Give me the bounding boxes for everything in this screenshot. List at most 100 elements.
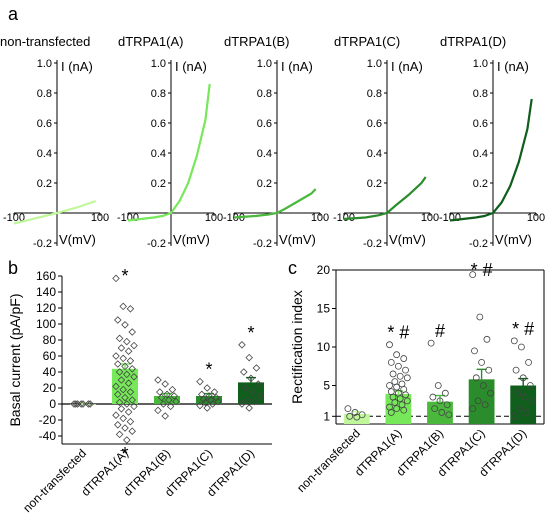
data-point bbox=[344, 405, 352, 413]
data-point bbox=[156, 388, 164, 396]
bar bbox=[343, 413, 370, 424]
iv-y-tick-label: 0.8 bbox=[473, 88, 488, 100]
data-point bbox=[240, 368, 248, 376]
bar bbox=[468, 379, 495, 424]
data-point bbox=[84, 400, 93, 408]
iv-y-tick-label: 0.6 bbox=[367, 118, 382, 130]
bar bbox=[510, 385, 537, 424]
data-point bbox=[429, 393, 437, 401]
data-point bbox=[207, 396, 215, 404]
data-point bbox=[119, 385, 127, 394]
data-point bbox=[510, 412, 518, 420]
data-point bbox=[393, 383, 401, 391]
data-point bbox=[443, 401, 451, 409]
data-point bbox=[128, 328, 136, 336]
iv-y-tick-label: 1.0 bbox=[367, 58, 382, 70]
data-point bbox=[77, 400, 85, 408]
data-point bbox=[474, 397, 482, 405]
basal-current-chart: -40 -20 0 20 40 60 80 100 120 140 160 Basal current… bbox=[7, 266, 272, 515]
iv-y-label: I (nA) bbox=[175, 59, 207, 74]
data-point bbox=[469, 405, 477, 413]
bar bbox=[69, 404, 97, 405]
significance-marker: * bbox=[247, 323, 254, 343]
bar bbox=[195, 396, 223, 404]
data-point bbox=[119, 414, 127, 423]
data-point bbox=[210, 388, 219, 396]
y-tick-label: 160 bbox=[36, 269, 56, 283]
iv-subplot: non-transfected 1.0 0.8 0.6 0.4 0.2 -0.2 -100 10… bbox=[0, 34, 109, 250]
iv-y-label: I (nA) bbox=[497, 59, 529, 74]
y-tick-label: 40 bbox=[43, 365, 57, 379]
data-point bbox=[389, 370, 397, 378]
iv-y-tick-label: -0.2 bbox=[147, 238, 166, 250]
iv-x-tick-label: 100 bbox=[91, 212, 109, 224]
iv-y-tick-label: 0.4 bbox=[367, 148, 382, 160]
y-tick-label: 0 bbox=[49, 397, 56, 411]
data-point bbox=[243, 396, 252, 404]
y-tick-label: 10 bbox=[317, 340, 331, 354]
data-point bbox=[166, 402, 175, 411]
data-point bbox=[72, 400, 80, 408]
data-point bbox=[86, 400, 94, 408]
data-point bbox=[70, 400, 78, 408]
data-point bbox=[170, 392, 178, 400]
data-point bbox=[391, 399, 399, 406]
data-point bbox=[469, 271, 477, 279]
data-point bbox=[525, 358, 532, 366]
data-point bbox=[346, 412, 354, 420]
data-point bbox=[124, 379, 133, 387]
iv-y-tick-label: 0.4 bbox=[151, 148, 166, 160]
data-point bbox=[157, 393, 166, 402]
iv-series-title: non-transfected bbox=[0, 34, 90, 49]
data-point bbox=[483, 335, 491, 343]
data-point bbox=[115, 334, 124, 343]
iv-x-label: V(mV) bbox=[389, 232, 426, 247]
data-point bbox=[163, 390, 171, 399]
panel-label-b: b bbox=[8, 258, 18, 278]
y-tick-label: 1 bbox=[323, 409, 330, 423]
bar bbox=[385, 393, 412, 424]
y-tick-label: -40 bbox=[39, 429, 57, 443]
y-tick-label: 140 bbox=[36, 285, 56, 299]
data-point bbox=[121, 362, 129, 371]
iv-x-tick-label: 100 bbox=[527, 212, 545, 224]
data-point bbox=[514, 389, 522, 397]
data-point bbox=[427, 339, 435, 347]
data-point bbox=[117, 344, 126, 352]
data-point bbox=[119, 354, 127, 363]
data-point bbox=[124, 408, 133, 416]
data-point bbox=[241, 384, 250, 392]
data-point bbox=[353, 413, 361, 421]
data-point bbox=[123, 400, 131, 408]
y-tick-label: 100 bbox=[36, 317, 56, 331]
data-point bbox=[519, 374, 527, 382]
iv-y-tick-label: 1.0 bbox=[257, 58, 272, 70]
significance-marker: * # bbox=[471, 260, 493, 280]
data-point bbox=[212, 393, 220, 402]
y-tick-label: 15 bbox=[317, 302, 331, 316]
data-point bbox=[403, 374, 411, 382]
data-point bbox=[387, 409, 395, 416]
data-point bbox=[123, 370, 131, 379]
y-tick-label: 120 bbox=[36, 301, 56, 315]
iv-y-tick-label: 0.4 bbox=[257, 148, 272, 160]
data-point bbox=[386, 341, 393, 349]
data-point bbox=[396, 395, 404, 402]
data-point bbox=[254, 380, 262, 388]
iv-x-tick-label: -100 bbox=[439, 212, 461, 224]
iv-series-title: dTRPA1(A) bbox=[118, 34, 184, 49]
iv-y-tick-label: 0.8 bbox=[37, 88, 52, 100]
data-point bbox=[128, 396, 136, 404]
data-point bbox=[526, 382, 534, 389]
data-point bbox=[121, 393, 129, 402]
iv-y-tick-label: 0.8 bbox=[367, 88, 382, 100]
iv-x-label: V(mV) bbox=[279, 232, 316, 247]
data-point bbox=[214, 397, 222, 406]
category-label: non-transfected bbox=[20, 446, 89, 515]
data-point bbox=[73, 400, 82, 408]
iv-y-tick-label: -0.2 bbox=[253, 238, 272, 250]
significance-marker: * # bbox=[512, 319, 534, 339]
data-point bbox=[247, 374, 255, 383]
